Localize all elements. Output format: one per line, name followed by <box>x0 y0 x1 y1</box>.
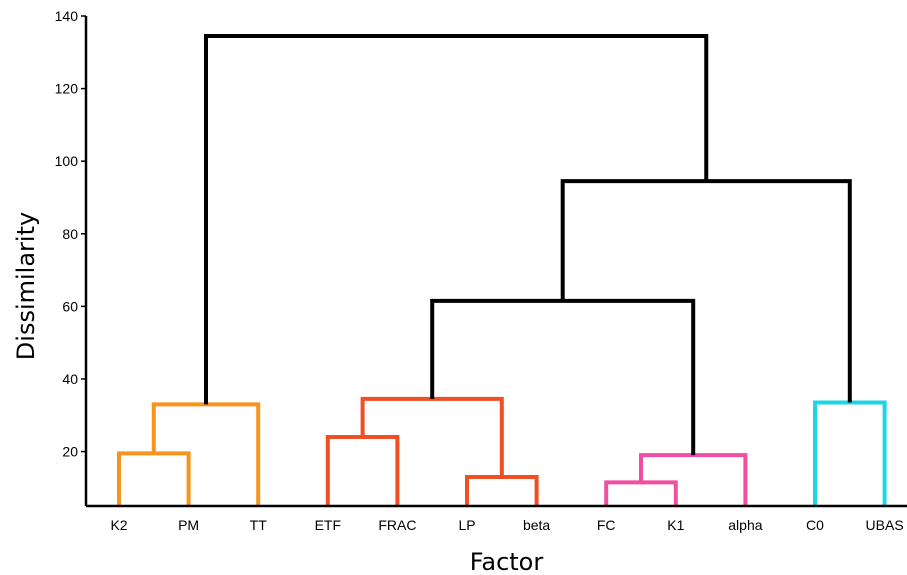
leaf-label-fc: FC <box>597 517 616 533</box>
dendrogram-branch-m1 <box>117 451 191 506</box>
leaf-label-k1: K1 <box>667 517 684 533</box>
leaf-labels: K2 PM TT ETF FRAC LP beta FC K1 alpha C0 UBAS <box>110 517 903 533</box>
dendrogram-branch-m10 <box>560 179 852 403</box>
y-tick-label: 100 <box>55 153 79 169</box>
dendrogram-branch-m8 <box>813 400 887 506</box>
dendrogram-branch-m4 <box>465 474 539 506</box>
dendrogram-branch-m3 <box>325 435 400 506</box>
dendrogram-branch-m9 <box>430 298 696 456</box>
leaf-label-alpha: alpha <box>728 517 762 533</box>
leaf-label-c0: C0 <box>806 517 824 533</box>
leaf-label-tt: TT <box>250 517 268 533</box>
dendrogram-branches <box>117 33 887 506</box>
x-axis-title: Factor <box>470 548 544 575</box>
leaf-label-frac: FRAC <box>378 517 416 533</box>
y-tick-label: 40 <box>62 371 78 387</box>
leaf-label-ubas: UBAS <box>866 517 904 533</box>
y-tick-label: 20 <box>62 444 78 460</box>
y-tick-label: 140 <box>55 8 79 24</box>
leaf-label-pm: PM <box>178 517 199 533</box>
y-tick-label: 80 <box>62 226 78 242</box>
leaf-label-beta: beta <box>523 517 550 533</box>
y-tick-label: 60 <box>62 298 78 314</box>
dendrogram-branch-m5 <box>360 396 504 477</box>
leaf-label-k2: K2 <box>110 517 127 533</box>
leaf-label-etf: ETF <box>315 517 341 533</box>
y-axis-title: Dissimilarity <box>12 212 40 360</box>
dendrogram-branch-m11 <box>204 33 709 405</box>
dendrogram-branch-m6 <box>604 480 678 506</box>
y-axis <box>84 16 907 508</box>
leaf-label-lp: LP <box>458 517 475 533</box>
y-ticks: 20 40 60 80 100 120 140 <box>55 8 86 460</box>
y-tick-label: 120 <box>55 81 79 97</box>
